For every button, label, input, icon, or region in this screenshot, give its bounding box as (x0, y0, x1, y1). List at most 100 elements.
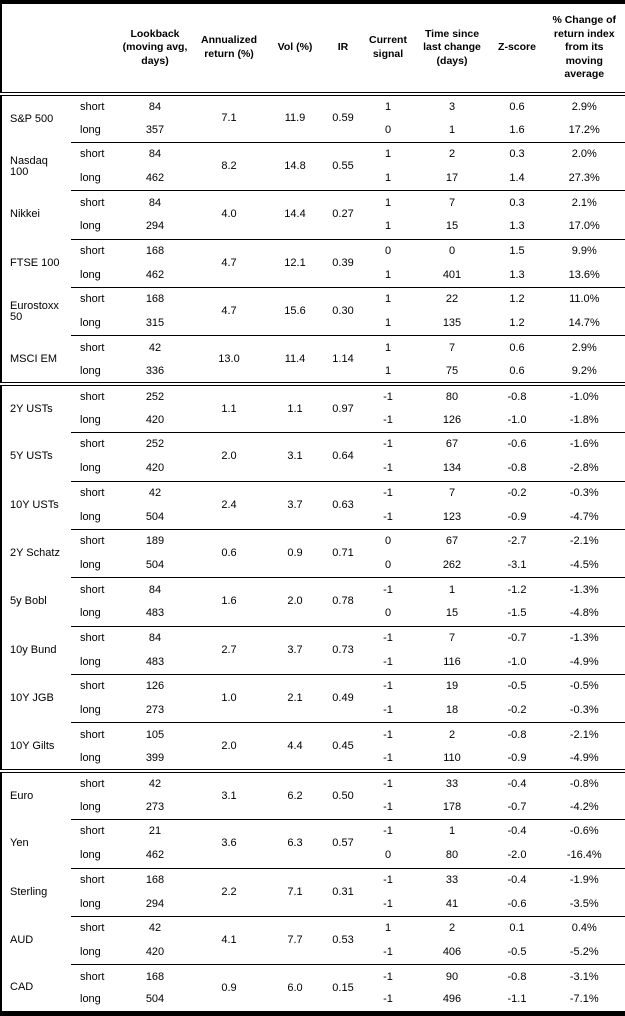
z-score-cell: 0.6 (491, 335, 543, 361)
pct-change-cell: 9.9% (543, 238, 625, 264)
time-since-change-cell: 7 (413, 625, 491, 651)
instrument-name: Sterling (10, 885, 48, 898)
signal-cell: -1 (383, 704, 393, 717)
horizon-label: short (71, 286, 119, 312)
annualized-return-cell: 4.0 (191, 190, 267, 240)
instrument-row-short: 5y Bobl short 84 1.6 2.0 0.78 -1 1 -1.2 -1.3% (1, 577, 625, 627)
time-since-change-cell: 22 (413, 286, 491, 312)
time-since-change-cell: 75 (445, 364, 459, 377)
instrument-name: 5y Bobl (10, 595, 47, 608)
ir-cell: 0.78 (323, 577, 363, 627)
ir-cell: 0.45 (323, 722, 363, 772)
time-since-change-cell: 90 (413, 964, 491, 989)
horizon-label: short (71, 190, 119, 215)
instrument-name: 10y Bund (10, 643, 57, 656)
header-horizon (71, 2, 119, 96)
time-since-change-cell: 401 (442, 268, 462, 281)
z-score-cell: 0.3 (491, 190, 543, 215)
instrument-row-long: long 462 0 80 -2.0 -16.4% (1, 844, 625, 868)
instrument-row-short: 10Y Gilts short 105 2.0 4.4 0.45 -1 2 -0.8 -2.1% (1, 722, 625, 772)
signal-cell: 0 (384, 123, 392, 136)
time-since-change-cell: 496 (442, 993, 462, 1006)
z-score-cell: -2.0 (507, 849, 527, 862)
vol-cell: 14.4 (267, 190, 323, 240)
lookback-cell: 357 (145, 123, 165, 136)
lookback-cell: 399 (145, 751, 165, 764)
pct-change-cell: -0.3% (543, 480, 625, 506)
instrument-row-short: AUD short 42 4.1 7.7 0.53 1 2 0.1 0.4% (1, 915, 625, 965)
signal-cell: -1 (363, 769, 413, 796)
lookback-cell: 84 (119, 190, 191, 215)
instrument-name: S&P 500 (10, 112, 54, 125)
instrument-name: 2Y Schatz (10, 547, 60, 560)
pct-change-cell: 17.0% (568, 220, 600, 233)
pct-change-cell: -4.5% (569, 558, 599, 571)
horizon-label: short (71, 480, 119, 506)
lookback-cell: 84 (148, 100, 162, 113)
annualized-return-cell: 7.1 (221, 112, 237, 125)
lookback-cell: 420 (145, 413, 165, 426)
pct-change-cell: -1.6% (543, 432, 625, 457)
horizon-label: long (80, 123, 101, 136)
lookback-cell: 294 (145, 897, 165, 910)
z-score-cell: -2.7 (491, 528, 543, 554)
horizon-label: long (80, 317, 101, 330)
annualized-return-cell: 1.1 (191, 382, 267, 433)
instrument-row-short: Eurostoxx 50 short 168 4.7 15.6 0.30 1 22 1.2 11.… (1, 286, 625, 336)
signal-cell: 1 (363, 190, 413, 215)
lookback-cell: 84 (119, 577, 191, 602)
pct-change-cell: -2.1% (543, 722, 625, 748)
horizon-label: long (80, 993, 101, 1006)
annualized-return-cell: 3.6 (191, 819, 267, 868)
horizon-label: short (71, 238, 119, 264)
time-since-change-cell: 123 (442, 510, 462, 523)
vol-cell: 7.1 (267, 867, 323, 917)
instrument-name: Euro (1, 769, 71, 820)
pct-change-cell: -3.1% (543, 964, 625, 989)
annualized-return-cell: 2.0 (191, 722, 267, 772)
z-score-cell: 0.6 (509, 100, 525, 113)
ir-cell: 1.14 (323, 335, 363, 385)
header-ir: IR (323, 2, 363, 96)
lookback-cell: 420 (145, 462, 165, 475)
instrument-name: 10Y JGB (10, 692, 54, 705)
instrument-row-long: long 336 1 75 0.6 9.2% (1, 360, 625, 384)
lookback-cell: 336 (145, 364, 165, 377)
z-score-cell: -0.6 (507, 897, 527, 910)
instrument-name: FTSE 100 (10, 256, 60, 269)
horizon-label: short (71, 915, 119, 941)
horizon-label: short (71, 382, 119, 409)
lookback-cell: 42 (119, 769, 191, 796)
instrument-row-long: long 462 1 401 1.3 13.6% (1, 263, 625, 287)
signal-cell: -1 (363, 673, 413, 699)
time-since-change-cell: 2 (413, 141, 491, 167)
pct-change-cell: -5.2% (569, 945, 599, 958)
z-score-cell: -0.9 (507, 751, 527, 764)
signal-cell: 0 (384, 558, 392, 571)
lookback-cell: 483 (145, 607, 165, 620)
signal-cell: -1 (383, 655, 393, 668)
vol-cell: 2.0 (267, 577, 323, 627)
header-pct-change: % Change of return index from its moving… (543, 2, 625, 96)
horizon-label: long (80, 607, 101, 620)
horizon-label: short (71, 335, 119, 361)
z-score-cell: -0.5 (507, 945, 527, 958)
signal-cell: 1 (384, 268, 392, 281)
ir-cell: 0.59 (332, 112, 354, 125)
time-since-change-cell: 116 (443, 655, 461, 668)
signal-cell: -1 (383, 800, 393, 813)
pct-change-cell: 2.0% (543, 141, 625, 167)
time-since-change-cell: 41 (445, 897, 459, 910)
lookback-cell: 462 (145, 268, 165, 281)
horizon-label: long (80, 704, 101, 717)
annualized-return-cell: 1.0 (191, 673, 267, 723)
instrument-row-short: CAD short 168 0.9 6.0 0.15 -1 90 -0.8 -3.1% (1, 964, 625, 1014)
time-since-change-cell: 1 (413, 577, 491, 602)
horizon-label: short (71, 722, 119, 748)
ir-cell: 0.31 (323, 867, 363, 917)
time-since-change-cell: 262 (442, 558, 462, 571)
signal-cell: -1 (363, 625, 413, 651)
z-score-cell: 1.6 (509, 123, 525, 136)
lookback-cell: 420 (145, 945, 165, 958)
time-since-change-cell: 1 (413, 819, 491, 844)
